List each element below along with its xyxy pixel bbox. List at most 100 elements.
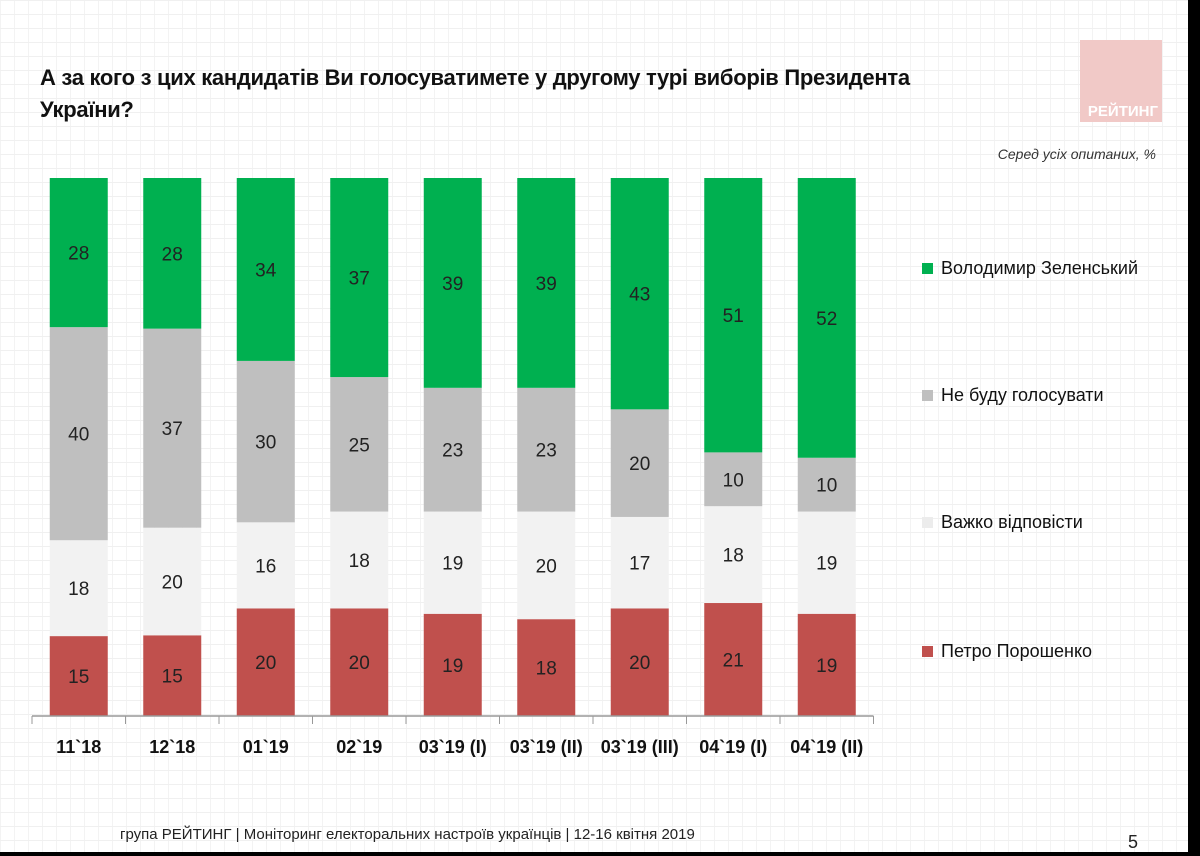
data-label: 20	[349, 653, 370, 674]
chart-title: А за кого з цих кандидатів Ви голосувати…	[40, 65, 910, 122]
bar-segment	[704, 603, 763, 716]
x-tick-label: 03`19 (I)	[419, 737, 487, 757]
bar-segment	[423, 613, 482, 716]
bar-segment	[797, 511, 856, 614]
bar-segment	[517, 178, 576, 388]
data-label: 18	[68, 579, 89, 600]
legend-swatch	[922, 263, 933, 274]
data-label: 23	[536, 441, 557, 462]
data-label: 40	[68, 425, 89, 446]
data-label: 51	[723, 306, 744, 327]
data-label: 28	[68, 244, 89, 265]
bar-segment	[610, 409, 669, 517]
data-label: 20	[629, 653, 650, 674]
bar-segment	[236, 360, 295, 523]
bar-segment	[797, 178, 856, 458]
data-label: 37	[349, 269, 370, 290]
bar-segment	[143, 527, 202, 636]
legend-label: Петро Порошенко	[941, 641, 1093, 661]
bar-segment	[49, 540, 108, 637]
bar-segment	[610, 178, 669, 410]
legend-label: Важко відповісти	[941, 512, 1083, 532]
data-label: 30	[255, 433, 276, 454]
data-label: 18	[349, 551, 370, 572]
x-tick-label: 01`19	[243, 737, 289, 757]
legend-swatch	[922, 390, 933, 401]
data-label: 15	[68, 667, 89, 688]
legend-swatch	[922, 517, 933, 528]
data-label: 43	[629, 285, 650, 306]
legend-label: Володимир Зеленський	[941, 258, 1139, 278]
data-label: 20	[255, 653, 276, 674]
data-label: 20	[536, 556, 557, 577]
data-label: 20	[629, 454, 650, 475]
bar-segment	[610, 516, 669, 609]
bar-segment	[236, 178, 295, 361]
bar-segment	[517, 387, 576, 512]
x-tick-label: 04`19 (I)	[699, 737, 767, 757]
bar-segment	[236, 522, 295, 609]
data-label: 18	[723, 546, 744, 567]
data-label: 15	[162, 667, 183, 688]
page-number: 5	[1128, 832, 1139, 852]
x-tick-label: 11`18	[56, 737, 101, 757]
bar-segment	[517, 511, 576, 620]
rating-logo: РЕЙТИНГ	[1080, 40, 1162, 122]
x-tick-label: 04`19 (II)	[790, 737, 863, 757]
data-label: 17	[629, 554, 650, 575]
bar-segment	[49, 178, 108, 328]
bar-segment	[423, 178, 482, 388]
bar-segment	[236, 608, 295, 716]
bar-segment	[143, 178, 202, 329]
bar-segment	[143, 635, 202, 716]
bar-segment	[797, 457, 856, 512]
bar-segment	[423, 511, 482, 614]
bar-segment	[797, 613, 856, 716]
data-label: 28	[162, 244, 183, 265]
bar-segment	[143, 328, 202, 528]
bar-segment	[330, 377, 389, 512]
data-label: 39	[536, 274, 557, 295]
data-label: 20	[162, 573, 183, 594]
legend-item: Важко відповісти	[922, 512, 1083, 533]
bar-segment	[704, 178, 763, 453]
x-tick-label: 03`19 (III)	[601, 737, 679, 757]
data-label: 18	[536, 659, 557, 680]
bar-segment	[610, 608, 669, 716]
data-label: 19	[816, 554, 837, 575]
data-label: 23	[442, 441, 463, 462]
bar-segment	[423, 387, 482, 512]
footer: група РЕЙТИНГ | Моніторинг електоральних…	[120, 826, 695, 843]
x-tick-label: 12`18	[149, 737, 195, 757]
legend-item: Петро Порошенко	[922, 641, 1092, 662]
data-label: 34	[255, 260, 277, 281]
bar-segment	[330, 608, 389, 716]
legend-label: Не буду голосувати	[941, 385, 1104, 405]
data-label: 21	[723, 651, 744, 672]
x-tick-label: 03`19 (II)	[510, 737, 583, 757]
bar-segment	[49, 636, 108, 716]
x-tick-label: 02`19	[336, 737, 382, 757]
legend-item: Володимир Зеленський	[922, 258, 1138, 279]
data-label: 19	[816, 656, 837, 677]
data-label: 10	[723, 470, 744, 491]
legend-item: Не буду голосувати	[922, 385, 1104, 406]
bar-segment	[704, 506, 763, 604]
data-label: 19	[442, 554, 463, 575]
data-label: 37	[162, 419, 183, 440]
bar-segment	[330, 511, 389, 609]
data-label: 19	[442, 656, 463, 677]
data-label: 16	[255, 556, 276, 577]
bar-segment	[49, 327, 108, 541]
data-label: 10	[816, 476, 837, 497]
bar-segment	[704, 452, 763, 507]
bar-segment	[517, 619, 576, 716]
bar-segment	[330, 178, 389, 378]
logo-text: РЕЙТИНГ	[1087, 103, 1158, 120]
chart-subtitle: Серед усіх опитаних, %	[997, 146, 1156, 162]
data-label: 52	[816, 309, 837, 330]
data-label: 25	[349, 435, 370, 456]
legend-swatch	[922, 646, 933, 657]
